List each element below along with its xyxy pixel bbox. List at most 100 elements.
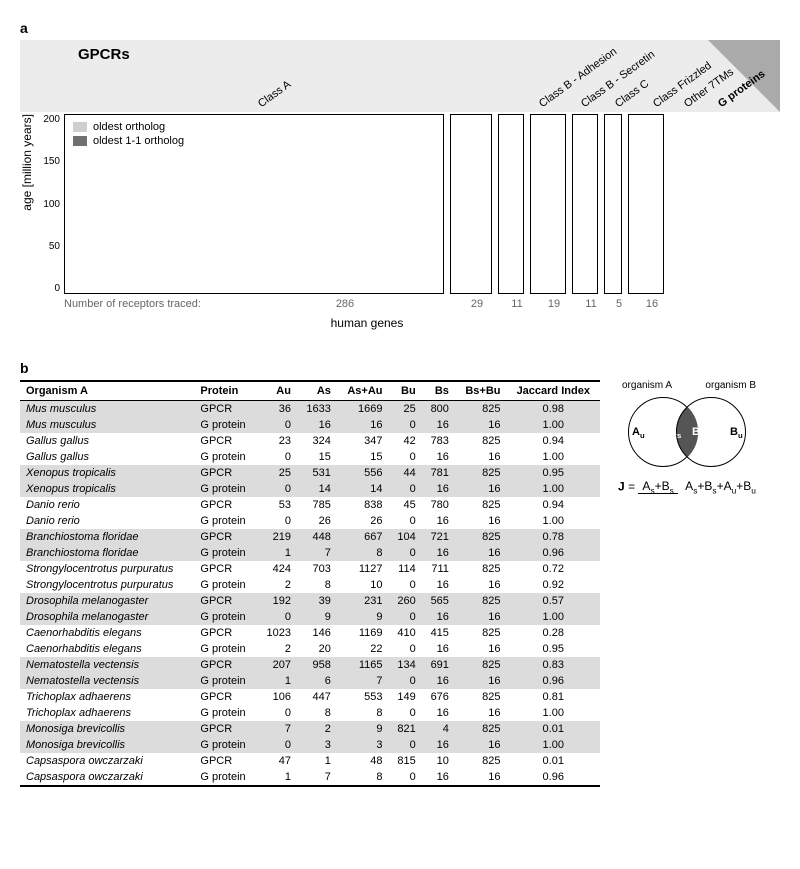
table-cell: 0 bbox=[388, 513, 421, 529]
table-cell: 825 bbox=[455, 401, 507, 418]
table-cell: 9 bbox=[337, 609, 389, 625]
table-cell: Caenorhabditis elegans bbox=[20, 641, 194, 657]
table-cell: GPCR bbox=[194, 401, 257, 418]
table-cell: 676 bbox=[422, 689, 455, 705]
plot-group: oldest orthologoldest 1-1 ortholog bbox=[64, 114, 444, 294]
table-cell: 16 bbox=[337, 417, 389, 433]
table-row: Xenopus tropicalisG protein01414016161.0… bbox=[20, 481, 600, 497]
table-cell: 134 bbox=[388, 657, 421, 673]
table-cell: 16 bbox=[422, 705, 455, 721]
table-cell: 1.00 bbox=[507, 417, 600, 433]
table-cell: Drosophila melanogaster bbox=[20, 593, 194, 609]
table-cell: 1669 bbox=[337, 401, 389, 418]
table-cell: Capsaspora owczarzaki bbox=[20, 769, 194, 786]
table-cell: 42 bbox=[388, 433, 421, 449]
table-cell: 0.96 bbox=[507, 673, 600, 689]
table-header: As bbox=[297, 381, 337, 401]
venn-text-au: Au bbox=[632, 426, 645, 440]
table-cell: GPCR bbox=[194, 529, 257, 545]
table-cell: 16 bbox=[422, 545, 455, 561]
table-cell: Caenorhabditis elegans bbox=[20, 625, 194, 641]
table-cell: 0 bbox=[388, 417, 421, 433]
table-cell: 415 bbox=[422, 625, 455, 641]
table-cell: 0 bbox=[388, 769, 421, 786]
jaccard-table: Organism AProteinAuAsAs+AuBuBsBs+BuJacca… bbox=[20, 380, 600, 787]
table-row: Gallus gallusG protein01515016161.00 bbox=[20, 449, 600, 465]
table-row: Trichoplax adhaerensGPCR1064475531496768… bbox=[20, 689, 600, 705]
table-cell: 785 bbox=[297, 497, 337, 513]
table-cell: 821 bbox=[388, 721, 421, 737]
table-cell: 0.94 bbox=[507, 497, 600, 513]
table-cell: 0 bbox=[257, 737, 297, 753]
table-cell: 531 bbox=[297, 465, 337, 481]
table-cell: G protein bbox=[194, 449, 257, 465]
table-cell: 9 bbox=[337, 721, 389, 737]
table-cell: 780 bbox=[422, 497, 455, 513]
table-cell: Nematostella vectensis bbox=[20, 657, 194, 673]
legend: oldest orthologoldest 1-1 ortholog bbox=[73, 121, 184, 149]
table-row: Mus musculusG protein01616016161.00 bbox=[20, 417, 600, 433]
table-row: Capsaspora owczarzakiG protein178016160.… bbox=[20, 769, 600, 786]
table-cell: 10 bbox=[337, 577, 389, 593]
table-cell: Mus musculus bbox=[20, 401, 194, 418]
table-cell: 26 bbox=[337, 513, 389, 529]
table-cell: 231 bbox=[337, 593, 389, 609]
table-cell: 0 bbox=[388, 705, 421, 721]
table-cell: GPCR bbox=[194, 561, 257, 577]
table-cell: 53 bbox=[257, 497, 297, 513]
legend-swatch bbox=[73, 136, 87, 146]
table-header: Jaccard Index bbox=[507, 381, 600, 401]
table-cell: 565 bbox=[422, 593, 455, 609]
table-header: Organism A bbox=[20, 381, 194, 401]
table-row: Drosophila melanogasterGPCR1923923126056… bbox=[20, 593, 600, 609]
table-cell: 0.92 bbox=[507, 577, 600, 593]
table-cell: GPCR bbox=[194, 753, 257, 769]
table-cell: Trichoplax adhaerens bbox=[20, 705, 194, 721]
table-cell: 410 bbox=[388, 625, 421, 641]
table-cell: 16 bbox=[455, 609, 507, 625]
table-cell: 825 bbox=[455, 689, 507, 705]
table-cell: 7 bbox=[337, 673, 389, 689]
table-cell: G protein bbox=[194, 705, 257, 721]
receptors-traced-count: 5 bbox=[610, 298, 628, 310]
table-row: Monosiga brevicollisGPCR72982148250.01 bbox=[20, 721, 600, 737]
table-row: Nematostella vectensisG protein167016160… bbox=[20, 673, 600, 689]
table-cell: 424 bbox=[257, 561, 297, 577]
plot-group bbox=[628, 114, 664, 294]
table-cell: 7 bbox=[297, 769, 337, 786]
table-cell: 48 bbox=[337, 753, 389, 769]
table-row: Strongylocentrotus purpuratusGPCR4247031… bbox=[20, 561, 600, 577]
table-cell: 0 bbox=[257, 449, 297, 465]
table-cell: 1.00 bbox=[507, 737, 600, 753]
receptors-traced-count: 19 bbox=[536, 298, 572, 310]
table-cell: G protein bbox=[194, 673, 257, 689]
table-cell: Mus musculus bbox=[20, 417, 194, 433]
table-cell: Drosophila melanogaster bbox=[20, 609, 194, 625]
counts-label: Number of receptors traced: bbox=[64, 298, 234, 310]
table-header: Protein bbox=[194, 381, 257, 401]
table-cell: 1023 bbox=[257, 625, 297, 641]
table-cell: GPCR bbox=[194, 497, 257, 513]
table-cell: GPCR bbox=[194, 465, 257, 481]
receptors-traced-count: 29 bbox=[456, 298, 498, 310]
table-cell: 16 bbox=[422, 417, 455, 433]
yaxis-tick: 150 bbox=[36, 156, 60, 167]
table-cell: GPCR bbox=[194, 721, 257, 737]
table-cell: 0 bbox=[388, 673, 421, 689]
table-cell: 219 bbox=[257, 529, 297, 545]
table-cell: 825 bbox=[455, 657, 507, 673]
table-cell: 553 bbox=[337, 689, 389, 705]
plot-group bbox=[450, 114, 492, 294]
table-cell: 25 bbox=[388, 401, 421, 418]
table-cell: 114 bbox=[388, 561, 421, 577]
table-cell: 9 bbox=[297, 609, 337, 625]
table-cell: 0 bbox=[388, 641, 421, 657]
yaxis-tick: 50 bbox=[36, 241, 60, 252]
plot-group bbox=[498, 114, 524, 294]
table-cell: 16 bbox=[455, 513, 507, 529]
table-cell: 448 bbox=[297, 529, 337, 545]
table-row: Drosophila melanogasterG protein09901616… bbox=[20, 609, 600, 625]
table-cell: 16 bbox=[422, 481, 455, 497]
table-cell: 44 bbox=[388, 465, 421, 481]
table-cell: 0 bbox=[388, 481, 421, 497]
